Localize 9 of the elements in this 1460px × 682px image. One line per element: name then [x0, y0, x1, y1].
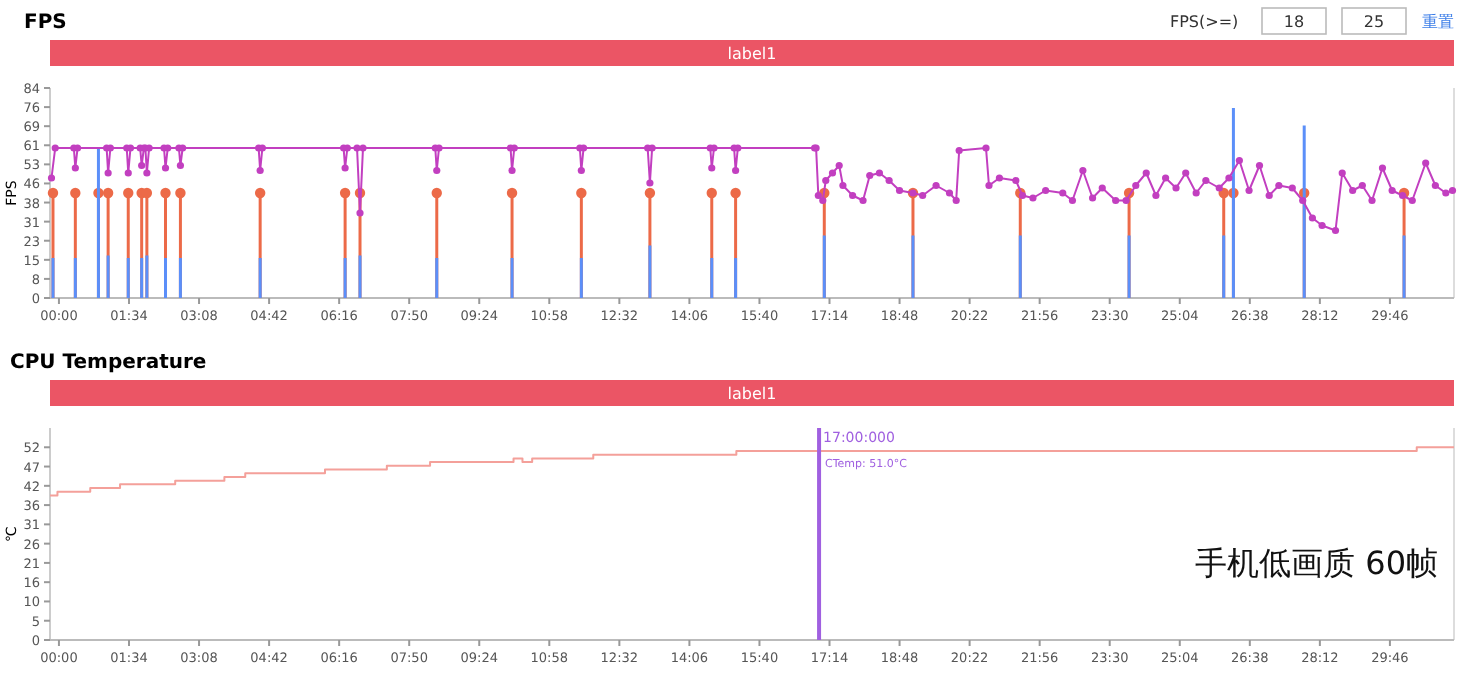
- text: 重置: [1422, 13, 1454, 31]
- text: 18: [1283, 13, 1305, 31]
- chart-subtitle: label1: [727, 385, 777, 403]
- annotation: 手机低画质 60帧: [1195, 544, 1438, 582]
- text: FPS(>=): [1170, 13, 1239, 31]
- text: 25: [1363, 13, 1385, 31]
- chart-title: CPU Temperature: [10, 352, 207, 374]
- chart-title: FPS: [24, 12, 67, 34]
- chart-subtitle: label1: [727, 45, 777, 63]
